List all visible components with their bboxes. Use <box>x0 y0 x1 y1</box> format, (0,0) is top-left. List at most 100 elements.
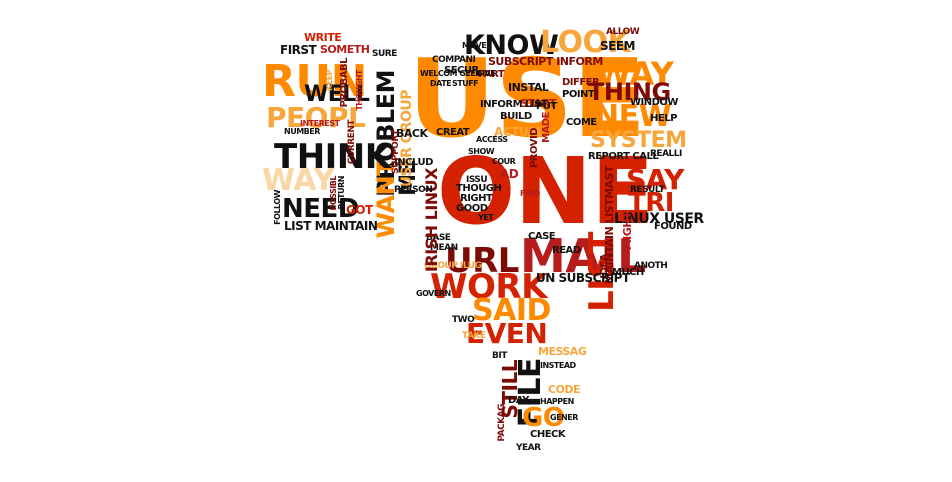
word-one: ONE <box>437 138 654 245</box>
word-said: SAID <box>472 293 551 328</box>
word-put: PUT <box>536 101 557 112</box>
word-keep: KEEP <box>325 70 334 91</box>
word-work: WORK <box>430 267 547 307</box>
word-instead: INSTEAD <box>540 361 576 370</box>
word-differ: DIFFER <box>562 77 600 88</box>
word-provid: PROVID <box>529 128 540 169</box>
word-thought: THOUGHT <box>355 70 364 111</box>
word-go: GO <box>522 403 565 433</box>
word-ad: AD <box>500 167 519 181</box>
word-group-ilug: GROUP ILUG <box>424 261 482 271</box>
word-build: BUILD <box>500 111 532 122</box>
word-year: YEAR <box>516 443 541 453</box>
word-look: LOOK <box>540 25 631 60</box>
word-though: THOUGH <box>456 183 502 194</box>
word-subscript-inform: SUBSCRIPT INFORM <box>488 55 603 68</box>
word-anoth: ANOTH <box>634 261 668 271</box>
word-current: CURRENT <box>347 120 357 165</box>
word-happen: HAPPEN <box>540 397 574 406</box>
word-good: GOOD <box>456 203 488 214</box>
word-support: SUPPORT <box>391 130 401 174</box>
word-part: PART <box>478 69 505 80</box>
word-seem: SEEM <box>600 39 635 53</box>
word-back: BACK <box>396 127 428 140</box>
word-linux-user: LINUX USER <box>614 211 704 227</box>
word-first: FIRST <box>280 43 317 57</box>
word-bit: BIT <box>492 351 507 361</box>
word-allow: ALLOW <box>606 27 640 37</box>
word-point: POINT <box>562 89 595 100</box>
word-interest: INTEREST <box>300 119 340 128</box>
word-case: CASE <box>528 231 556 242</box>
word-return: RETURN <box>337 176 346 210</box>
word-creat: CREAT <box>436 127 470 138</box>
word-well: WELL <box>304 82 370 107</box>
word-access: ACCESS <box>476 135 508 144</box>
word-say: SAY <box>626 163 684 196</box>
word-check: CHECK <box>530 429 566 440</box>
word-thing: THING <box>588 78 671 106</box>
word-probabl: PROBABL <box>339 58 350 108</box>
word-follow: FOLLOW <box>273 190 282 225</box>
word-help: HELP <box>650 113 677 124</box>
word-even: EVEN <box>466 317 548 350</box>
word-includ: INCLUD <box>394 157 433 168</box>
word-give: GIVE <box>476 69 496 78</box>
word-list-maintain: LIST MAINTAIN <box>284 219 378 233</box>
word-inform-list: INFORM LIST <box>480 99 548 110</box>
word-code: CODE <box>548 383 581 396</box>
word-think: THINK <box>274 137 391 177</box>
word-know: KNOW <box>464 30 559 61</box>
word-issu: ISSU <box>466 175 488 185</box>
word-realli: REALLI <box>650 149 682 159</box>
word-stuff: STUFF <box>452 79 479 88</box>
word-url: URL <box>445 241 519 281</box>
word-might: MIGHT <box>621 212 634 251</box>
word-need: NEED <box>282 194 359 224</box>
word-number: NUMBER <box>284 127 320 136</box>
word-un-subscript: UN SUBSCRIPT <box>536 271 630 285</box>
word-peopl: PEOPL <box>266 101 366 134</box>
word-govern: GOVERN <box>416 289 451 298</box>
word-actual: ACTUAL <box>494 125 544 139</box>
word-two: TWO <box>452 315 475 325</box>
word-find: FIND <box>520 189 540 198</box>
word-welcom-geek: WELCOM GEEK <box>420 69 482 78</box>
word-date: DATE <box>430 79 452 88</box>
word-report-call: REPORT CALL <box>588 151 659 162</box>
word-result: RESULT <box>630 185 665 195</box>
word-window: WINDOW <box>630 97 678 108</box>
word-found: FOUND <box>654 221 692 232</box>
word-day: DAY <box>508 395 529 406</box>
word-person: PERSON <box>394 185 433 195</box>
word-sure: SURE <box>372 49 397 59</box>
word-base: BASE <box>426 233 451 243</box>
word-instal: INSTAL <box>508 81 549 94</box>
word-mean: MEAN <box>430 243 458 253</box>
word-mail: MAIL <box>520 229 646 283</box>
word-read: READ <box>552 245 581 256</box>
word-show: SHOW <box>468 147 495 156</box>
word-secur: SECUR <box>444 65 479 76</box>
word-much: MUCH <box>612 267 644 278</box>
word-irish-linux: IRISH LINUX <box>422 168 441 273</box>
word-made: MADE <box>541 112 552 143</box>
word-tri: TRI <box>628 188 674 218</box>
word-messag: MESSAG <box>538 345 587 358</box>
word-right: RIGHT <box>460 193 493 204</box>
word-system: SYSTEM <box>590 128 687 153</box>
word-way-left: WAY <box>262 163 335 198</box>
word-take: TAKE <box>462 331 486 341</box>
word-come: COME <box>566 117 597 128</box>
word-new: NEW <box>594 99 672 134</box>
word-compani: COMPANI <box>432 55 476 65</box>
word-move: MOVE <box>462 41 487 50</box>
word-yet: YET <box>478 213 494 222</box>
word-start: START <box>520 97 557 110</box>
word-cour: COUR <box>492 157 516 166</box>
word-write: WRITE <box>304 31 342 44</box>
word-gener: GENER <box>550 413 578 422</box>
word-someth: SOMETH <box>320 43 370 56</box>
word-got: GOT <box>346 203 373 217</box>
